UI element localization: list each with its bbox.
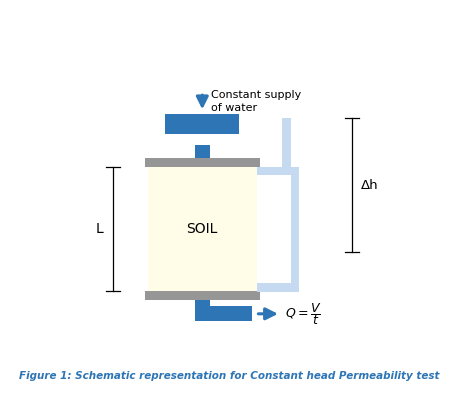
- Bar: [291, 166, 299, 292]
- Bar: [195, 300, 210, 321]
- Text: Constant supply
of water: Constant supply of water: [211, 90, 301, 113]
- Text: SOIL: SOIL: [187, 222, 218, 236]
- Bar: [291, 252, 299, 283]
- Bar: [165, 114, 239, 134]
- Text: L: L: [95, 222, 103, 236]
- Bar: [195, 145, 210, 158]
- Bar: [257, 166, 299, 175]
- Bar: [210, 307, 252, 321]
- Bar: [282, 118, 291, 166]
- Bar: [148, 167, 257, 291]
- Bar: [257, 283, 299, 292]
- Text: $Q = \dfrac{V}{t}$: $Q = \dfrac{V}{t}$: [285, 301, 322, 327]
- Bar: [145, 158, 260, 167]
- Bar: [145, 291, 260, 300]
- Text: Figure 1: Schematic representation for Constant head Permeability test: Figure 1: Schematic representation for C…: [19, 371, 440, 381]
- Text: Δh: Δh: [360, 179, 378, 192]
